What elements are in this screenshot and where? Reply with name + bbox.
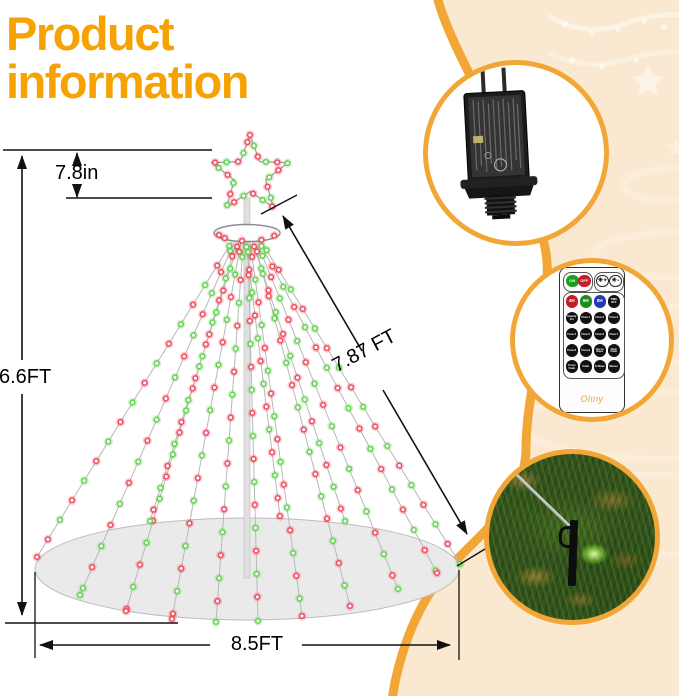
star-height-label: 7.8in [55, 162, 99, 184]
remote-timer-off-button: TIME OFF [607, 295, 620, 308]
remote-control-body: ON OFF ☀+ ☀- 4H 6H 8H TIME OFF Steady On Flow 1 Fl… [559, 267, 625, 413]
remote-mode-button: Flow 5 [579, 327, 592, 341]
remote-mode-button: Steady On [565, 311, 578, 324]
remote-mode-button: Horse Race [593, 344, 606, 357]
remote-mode-button: Fade [579, 360, 592, 373]
power-adapter-inset [423, 60, 609, 246]
remote-mode-button: Flow 4 [565, 327, 578, 341]
plug-prong-left [480, 68, 486, 95]
ground-stake-inset [484, 449, 660, 625]
title-line-2: information [6, 55, 249, 108]
remote-mode-button: Flow 9 [579, 344, 592, 357]
remote-mode-button: Flow 6 [593, 327, 606, 341]
remote-off-button: OFF [578, 274, 591, 287]
mode-button-group [562, 292, 625, 379]
page-title: Product information [6, 7, 249, 108]
remote-mode-button: Flow 1 [579, 311, 592, 324]
remote-brand-logo: Oliny [580, 394, 604, 404]
remote-mode-button: S-Wave [593, 360, 606, 373]
power-button-group [563, 272, 593, 292]
light-string-wire [510, 468, 579, 535]
remote-mode-button: Flow 3 [607, 311, 620, 324]
remote-mode-button: Dark Fade [607, 344, 620, 357]
green-light-glow [575, 540, 613, 568]
remote-brightness-down-button: ☀- [609, 274, 622, 287]
remote-mode-button: Flow 2 [593, 311, 606, 324]
dimension-lines [3, 149, 486, 660]
remote-mode-button: Flow 7 [607, 327, 620, 341]
remote-timer-6H-button: 6H [579, 295, 592, 308]
brightness-button-group [594, 272, 624, 292]
title-line-1: Product [6, 7, 175, 60]
remote-timer-8H-button: 8H [593, 295, 606, 308]
power-adapter-illustration [460, 67, 538, 220]
remote-brightness-up-button: ☀+ [596, 274, 609, 287]
remote-control-inset: ON OFF ☀+ ☀- 4H 6H 8H TIME OFF Steady On Flow 1 Fl… [510, 258, 674, 422]
base-width-label: 8.5FT [230, 633, 284, 655]
plug-prong-right [501, 67, 507, 94]
tree-lights-group [32, 130, 465, 627]
tree-height-label: 6.6FT [0, 366, 52, 388]
remote-timer-4H-button: 4H [565, 295, 578, 308]
remote-on-button: ON [566, 274, 579, 287]
remote-mode-button: Waves [607, 360, 620, 373]
stake-hook [559, 526, 574, 548]
remote-mode-button: Flow 8 [565, 344, 578, 357]
remote-mode-button: Cross Fade [565, 360, 578, 373]
